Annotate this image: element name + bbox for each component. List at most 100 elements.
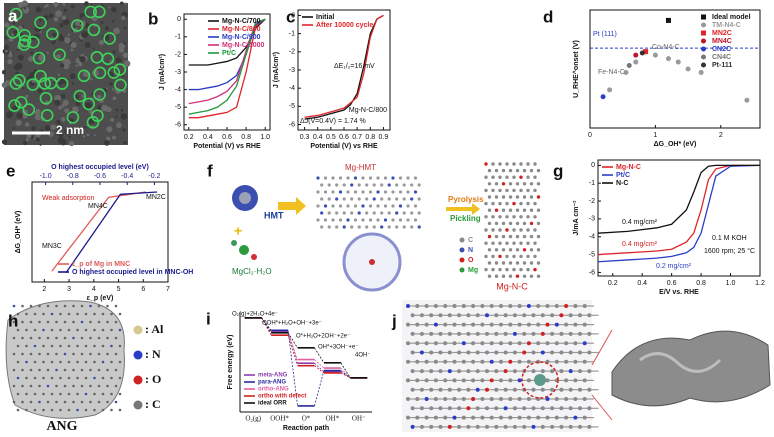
lattice-atom: [526, 175, 530, 179]
connector: [314, 362, 325, 373]
lattice-atom: [517, 322, 522, 327]
speckle: [1, 139, 8, 145]
lattice-atom: [484, 175, 488, 179]
product-label: Mg-N-C: [496, 281, 528, 291]
legend-label: Mg-N-C/700: [222, 18, 261, 25]
lattice-atom: [410, 225, 414, 229]
lattice-atom: [118, 344, 122, 348]
lattice-atom: [383, 204, 388, 208]
lattice-atom: [582, 304, 587, 308]
annotation: 0.2 mg/cm²: [656, 263, 692, 270]
speckle: [123, 60, 131, 68]
lattice-atom: [335, 183, 339, 187]
lattice-atom: [21, 304, 24, 308]
lattice-atom: [118, 376, 122, 380]
lattice-atom: [517, 415, 522, 420]
lattice-atom: [491, 215, 495, 219]
atom-marker: [39, 91, 53, 105]
speckle: [57, 123, 62, 128]
atom-marker: [34, 69, 47, 83]
lattice-atom: [484, 267, 488, 272]
lattice-atom: [46, 320, 50, 324]
lattice-atom: [487, 182, 492, 186]
speckle: [86, 133, 90, 137]
lattice-atom: [508, 304, 513, 308]
lattice-atom: [457, 350, 462, 355]
lattice-atom: [372, 211, 376, 215]
series-line: [597, 164, 760, 234]
atom-marker: [38, 77, 51, 90]
atom-marker: [92, 5, 106, 19]
lattice-atom: [578, 369, 582, 374]
lattice-atom: [515, 195, 520, 199]
arrow: [278, 197, 306, 215]
point: [698, 69, 704, 75]
lattice-atom: [415, 378, 420, 383]
annotation: O*+H₂O+2OH⁻+2e⁻: [296, 334, 350, 340]
lattice-atom: [582, 378, 587, 383]
lattice-atom: [501, 208, 506, 212]
lattice-atom: [491, 228, 495, 232]
lattice-atom: [519, 201, 523, 206]
speckle: [78, 62, 83, 67]
lattice-atom: [320, 183, 324, 187]
speckle: [60, 93, 66, 99]
lattice-atom: [55, 384, 58, 388]
lattice-atom: [80, 368, 84, 372]
y-tick-label: -1: [289, 30, 295, 37]
lattice-atom: [536, 322, 541, 327]
lattice-atom: [480, 304, 485, 308]
lattice-atom: [461, 415, 466, 420]
x-tick-label: 1.0: [260, 134, 270, 141]
lattice-atom: [101, 392, 105, 396]
lattice-atom: [526, 304, 531, 308]
panel-j: j: [391, 300, 771, 432]
lattice-atom: [578, 350, 582, 355]
lattice-atom: [505, 162, 509, 166]
speckle: [121, 74, 125, 78]
speckle: [4, 36, 7, 40]
lattice-atom: [106, 368, 109, 372]
lattice-atom: [573, 415, 578, 420]
lattice-atom: [101, 408, 105, 412]
lattice-atom: [461, 304, 466, 308]
atom-marker: [77, 69, 91, 83]
connector: [340, 371, 351, 379]
speckle: [111, 87, 115, 91]
lattice-atom: [419, 313, 424, 318]
connector: [287, 335, 298, 366]
atom-marker: [46, 27, 59, 41]
speckle: [115, 57, 122, 64]
lattice-atom: [55, 368, 58, 372]
lattice-atom: [424, 378, 429, 383]
speckle: [122, 128, 126, 132]
lattice-atom: [515, 221, 520, 226]
lattice-atom: [564, 341, 569, 346]
panel-a: 2 nm a: [1, 0, 131, 147]
lattice-atom: [568, 331, 573, 336]
lattice-atom: [342, 197, 346, 201]
speckle: [75, 101, 81, 107]
atom-marker: [103, 32, 116, 45]
connector: [591, 329, 613, 366]
lattice-atom: [67, 360, 71, 364]
lattice-atom: [433, 341, 438, 346]
lattice-atom: [118, 328, 122, 332]
lattice-atom: [353, 176, 358, 180]
hmt-label: HMT: [264, 210, 284, 220]
lattice-atom: [487, 274, 492, 278]
x-tick-label: 6: [141, 286, 145, 293]
lattice-atom: [410, 211, 414, 215]
speckle: [85, 102, 92, 109]
speckle: [81, 31, 89, 39]
y-tick-label: 0: [591, 162, 595, 169]
lattice-atom: [491, 254, 495, 259]
lattice-atom: [505, 175, 509, 179]
lattice-atom: [515, 208, 520, 212]
point: [633, 59, 639, 65]
speckle: [61, 104, 65, 108]
lattice-atom: [89, 336, 92, 340]
speckle: [61, 15, 67, 20]
atom-marker: [107, 66, 121, 79]
speckle: [62, 2, 66, 6]
